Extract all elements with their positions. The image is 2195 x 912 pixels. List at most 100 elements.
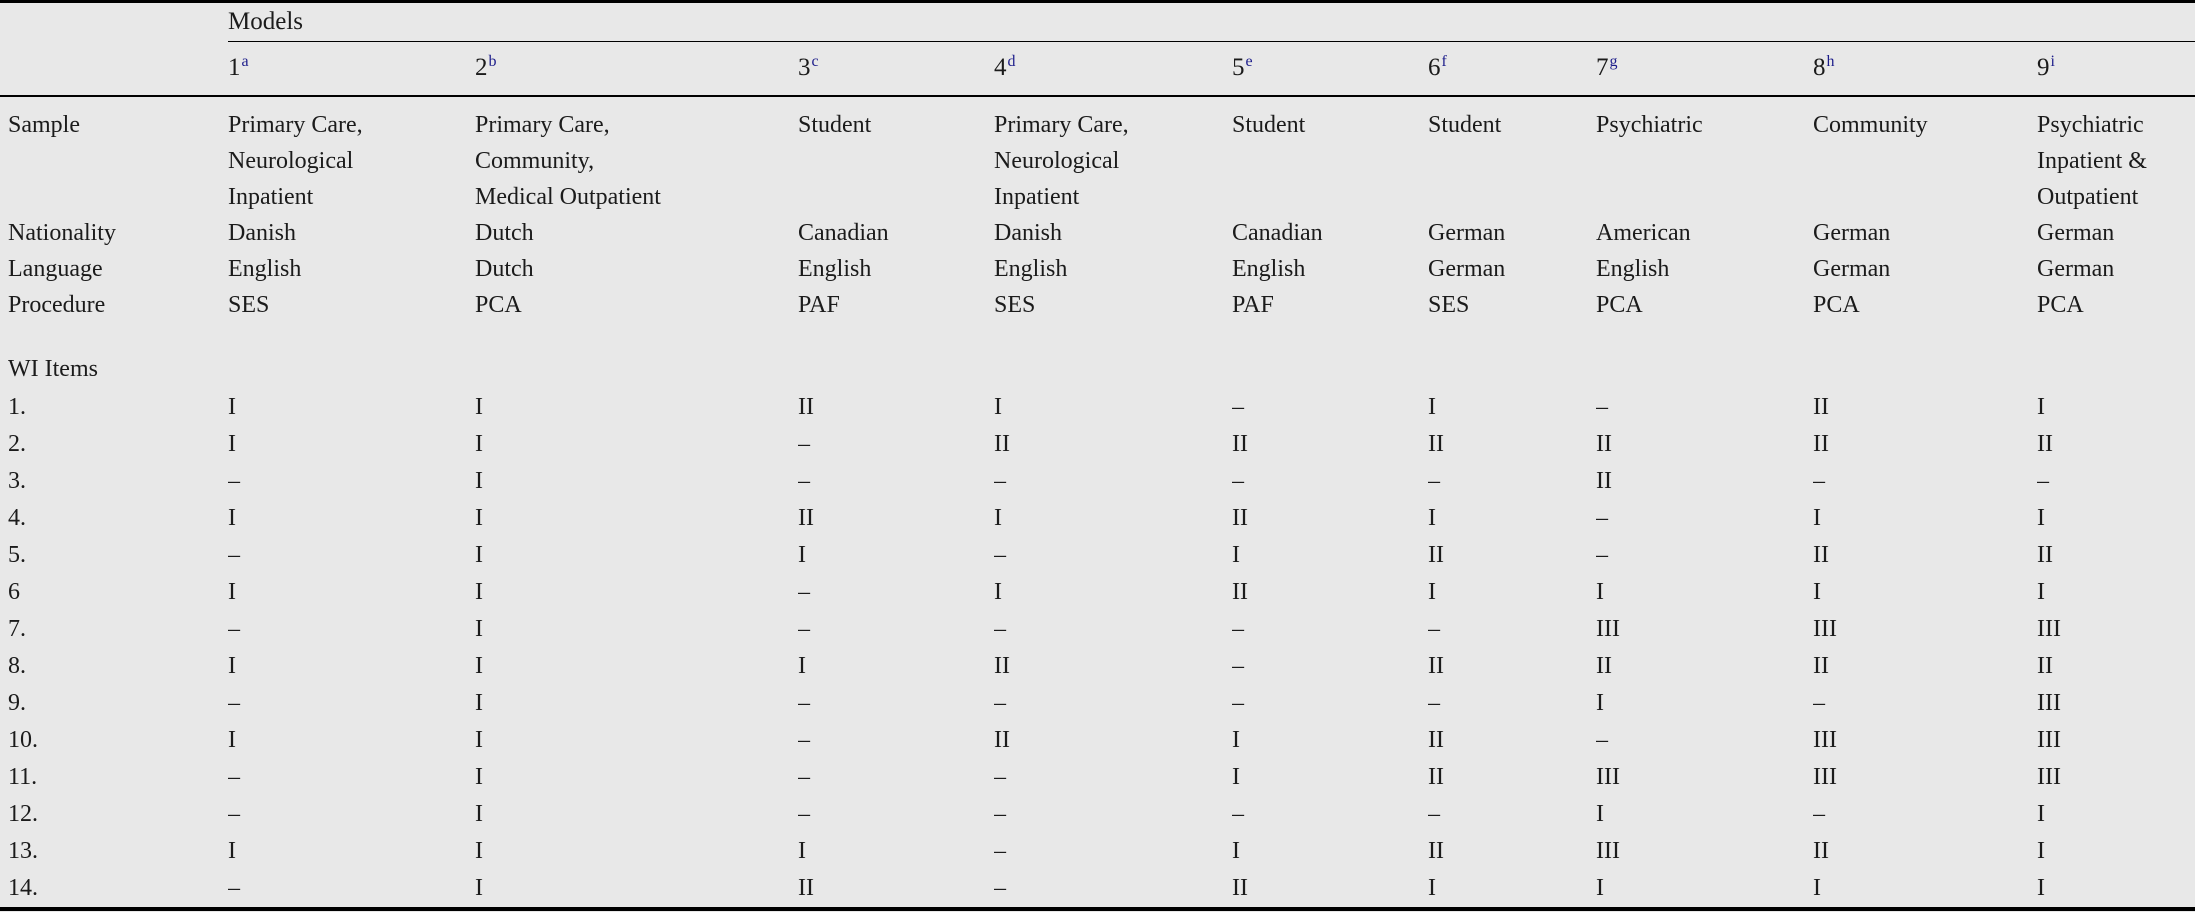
cell: I: [228, 505, 236, 531]
cell: I: [475, 579, 483, 605]
table-row: Sample Primary Care, Neurological Inpati…: [0, 96, 2195, 215]
cell: –: [798, 727, 810, 753]
cell: I: [475, 875, 483, 901]
item-number: 7.: [8, 616, 26, 642]
header-spacer-cell: [0, 41, 228, 97]
cell: I: [1428, 505, 1436, 531]
cell: English: [1596, 256, 1670, 282]
table-row: 8. I I I II – II II II II: [0, 648, 2195, 685]
cell: Primary Care, Community, Medical Outpati…: [475, 112, 661, 210]
cell: PAF: [798, 292, 840, 318]
cell: I: [1813, 505, 1821, 531]
cell: III: [1596, 838, 1620, 864]
table-row: 4. I I II I II I – I I: [0, 500, 2195, 537]
cell: SES: [994, 292, 1036, 318]
cell: I: [1813, 875, 1821, 901]
cell: –: [1428, 690, 1440, 716]
table-row: 5. – I I – I II – II II: [0, 537, 2195, 574]
item-number: 11.: [8, 764, 38, 790]
table-row: Procedure SES PCA PAF SES PAF SES PCA PC…: [0, 287, 2195, 323]
cell: II: [2037, 542, 2053, 568]
cell: –: [798, 616, 810, 642]
cell: –: [1232, 468, 1244, 494]
cell: PCA: [1596, 292, 1643, 318]
cell: III: [1813, 764, 1837, 790]
model-column-header: 1a: [228, 41, 475, 97]
cell: I: [994, 394, 1002, 420]
cell: –: [2037, 468, 2049, 494]
item-number: 12.: [8, 801, 38, 827]
cell: III: [1596, 616, 1620, 642]
model-column-header: 4d: [994, 41, 1232, 97]
table-row: 2. I I – II II II II II II: [0, 426, 2195, 463]
cell: German: [2037, 256, 2115, 282]
cell: I: [798, 653, 806, 679]
cell: Student: [798, 112, 872, 138]
model-column-header: 6f: [1428, 41, 1596, 97]
model-number: 8: [1813, 54, 1826, 81]
cell: II: [1232, 875, 1248, 901]
cell: English: [798, 256, 872, 282]
row-label: Procedure: [8, 292, 106, 318]
cell: Student: [1232, 112, 1306, 138]
cell: –: [1813, 801, 1825, 827]
cell: English: [994, 256, 1068, 282]
cell: II: [1813, 653, 1829, 679]
model-column-header: 8h: [1813, 41, 2037, 97]
cell: I: [475, 394, 483, 420]
footnote-marker: d: [1007, 52, 1016, 70]
cell: III: [1813, 727, 1837, 753]
cell: German: [2037, 220, 2115, 246]
cell: Canadian: [798, 220, 889, 246]
cell: I: [475, 653, 483, 679]
cell: –: [994, 468, 1006, 494]
item-number: 13.: [8, 838, 38, 864]
cell: I: [1232, 542, 1240, 568]
cell: Psychiatric: [1596, 112, 1703, 138]
cell: –: [798, 801, 810, 827]
cell: I: [228, 579, 236, 605]
cell: –: [228, 690, 240, 716]
cell: –: [1813, 690, 1825, 716]
model-number: 7: [1596, 54, 1609, 81]
cell: Psychiatric Inpatient & Outpatient: [2037, 112, 2147, 210]
cell: II: [798, 394, 814, 420]
cell: II: [1232, 505, 1248, 531]
table-row: 1a 2b 3c 4d 5e 6f 7g 8h 9i: [0, 41, 2195, 97]
cell: German: [1813, 256, 1891, 282]
item-number: 1.: [8, 394, 26, 420]
cell: –: [798, 468, 810, 494]
footnote-marker: f: [1441, 52, 1447, 70]
table-row: 12. – I – – – – I – I: [0, 796, 2195, 833]
cell: Primary Care, Neurological Inpatient: [228, 112, 363, 210]
footnote-marker: a: [241, 52, 249, 70]
cell: –: [994, 764, 1006, 790]
model-number: 9: [2037, 54, 2050, 81]
spacer-row: [0, 323, 2195, 349]
cell: German: [1428, 256, 1506, 282]
model-column-header: 9i: [2037, 41, 2195, 97]
cell: III: [1596, 764, 1620, 790]
cell: I: [994, 579, 1002, 605]
table-row: 10. I I – II I II – III III: [0, 722, 2195, 759]
model-number: 4: [994, 54, 1007, 81]
cell: I: [2037, 801, 2045, 827]
cell: German: [1813, 220, 1891, 246]
item-number: 8.: [8, 653, 26, 679]
cell: II: [1232, 431, 1248, 457]
cell: –: [994, 690, 1006, 716]
cell: I: [2037, 875, 2045, 901]
cell: –: [994, 875, 1006, 901]
cell: –: [1428, 801, 1440, 827]
cell: I: [994, 505, 1002, 531]
cell: American: [1596, 220, 1691, 246]
cell: PCA: [2037, 292, 2084, 318]
cell: –: [228, 542, 240, 568]
cell: Danish: [994, 220, 1062, 246]
cell: –: [228, 764, 240, 790]
cell: –: [798, 431, 810, 457]
table-row: 6 I I – I II I I I I: [0, 574, 2195, 611]
cell: –: [1232, 394, 1244, 420]
cell: Dutch: [475, 220, 534, 246]
model-column-header: 7g: [1596, 41, 1813, 97]
